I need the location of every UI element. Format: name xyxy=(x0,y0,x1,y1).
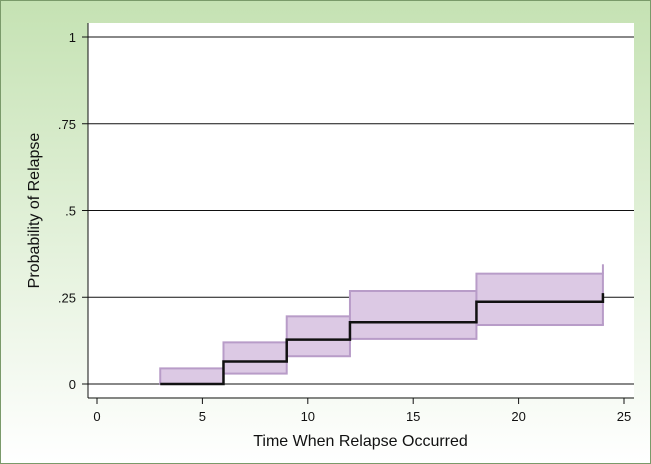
confidence-band-segment-2 xyxy=(285,315,351,358)
y-tick-label-1: .25 xyxy=(58,290,76,305)
x-axis-title: Time When Relapse Occurred xyxy=(253,433,468,450)
x-tick-label-2: 10 xyxy=(301,409,315,424)
y-tick-label-0: 0 xyxy=(69,377,76,392)
x-tick-label-0: 0 xyxy=(93,409,100,424)
x-tick-label-3: 15 xyxy=(406,409,420,424)
x-tick-label-5: 25 xyxy=(617,409,631,424)
series-line-0 xyxy=(160,293,605,386)
tick-labels: 0 5 10 15 20 25 0 .25 .5 .75 1 xyxy=(58,30,631,424)
y-axis-title: Probability of Relapse xyxy=(26,133,43,289)
confidence-band-segment-3 xyxy=(348,290,478,340)
series-lines xyxy=(160,292,605,386)
axes xyxy=(82,23,634,404)
x-tick-label-1: 5 xyxy=(199,409,206,424)
confidence-band-segment-4 xyxy=(475,272,604,327)
confidence-band-segment-1 xyxy=(222,341,288,375)
confidence-band xyxy=(159,264,604,386)
y-tick-label-4: 1 xyxy=(69,30,76,45)
x-tick-label-4: 20 xyxy=(511,409,525,424)
y-tick-label-3: .75 xyxy=(58,117,76,132)
confidence-band-segment-0 xyxy=(159,367,225,386)
y-tick-label-2: .5 xyxy=(65,204,76,219)
